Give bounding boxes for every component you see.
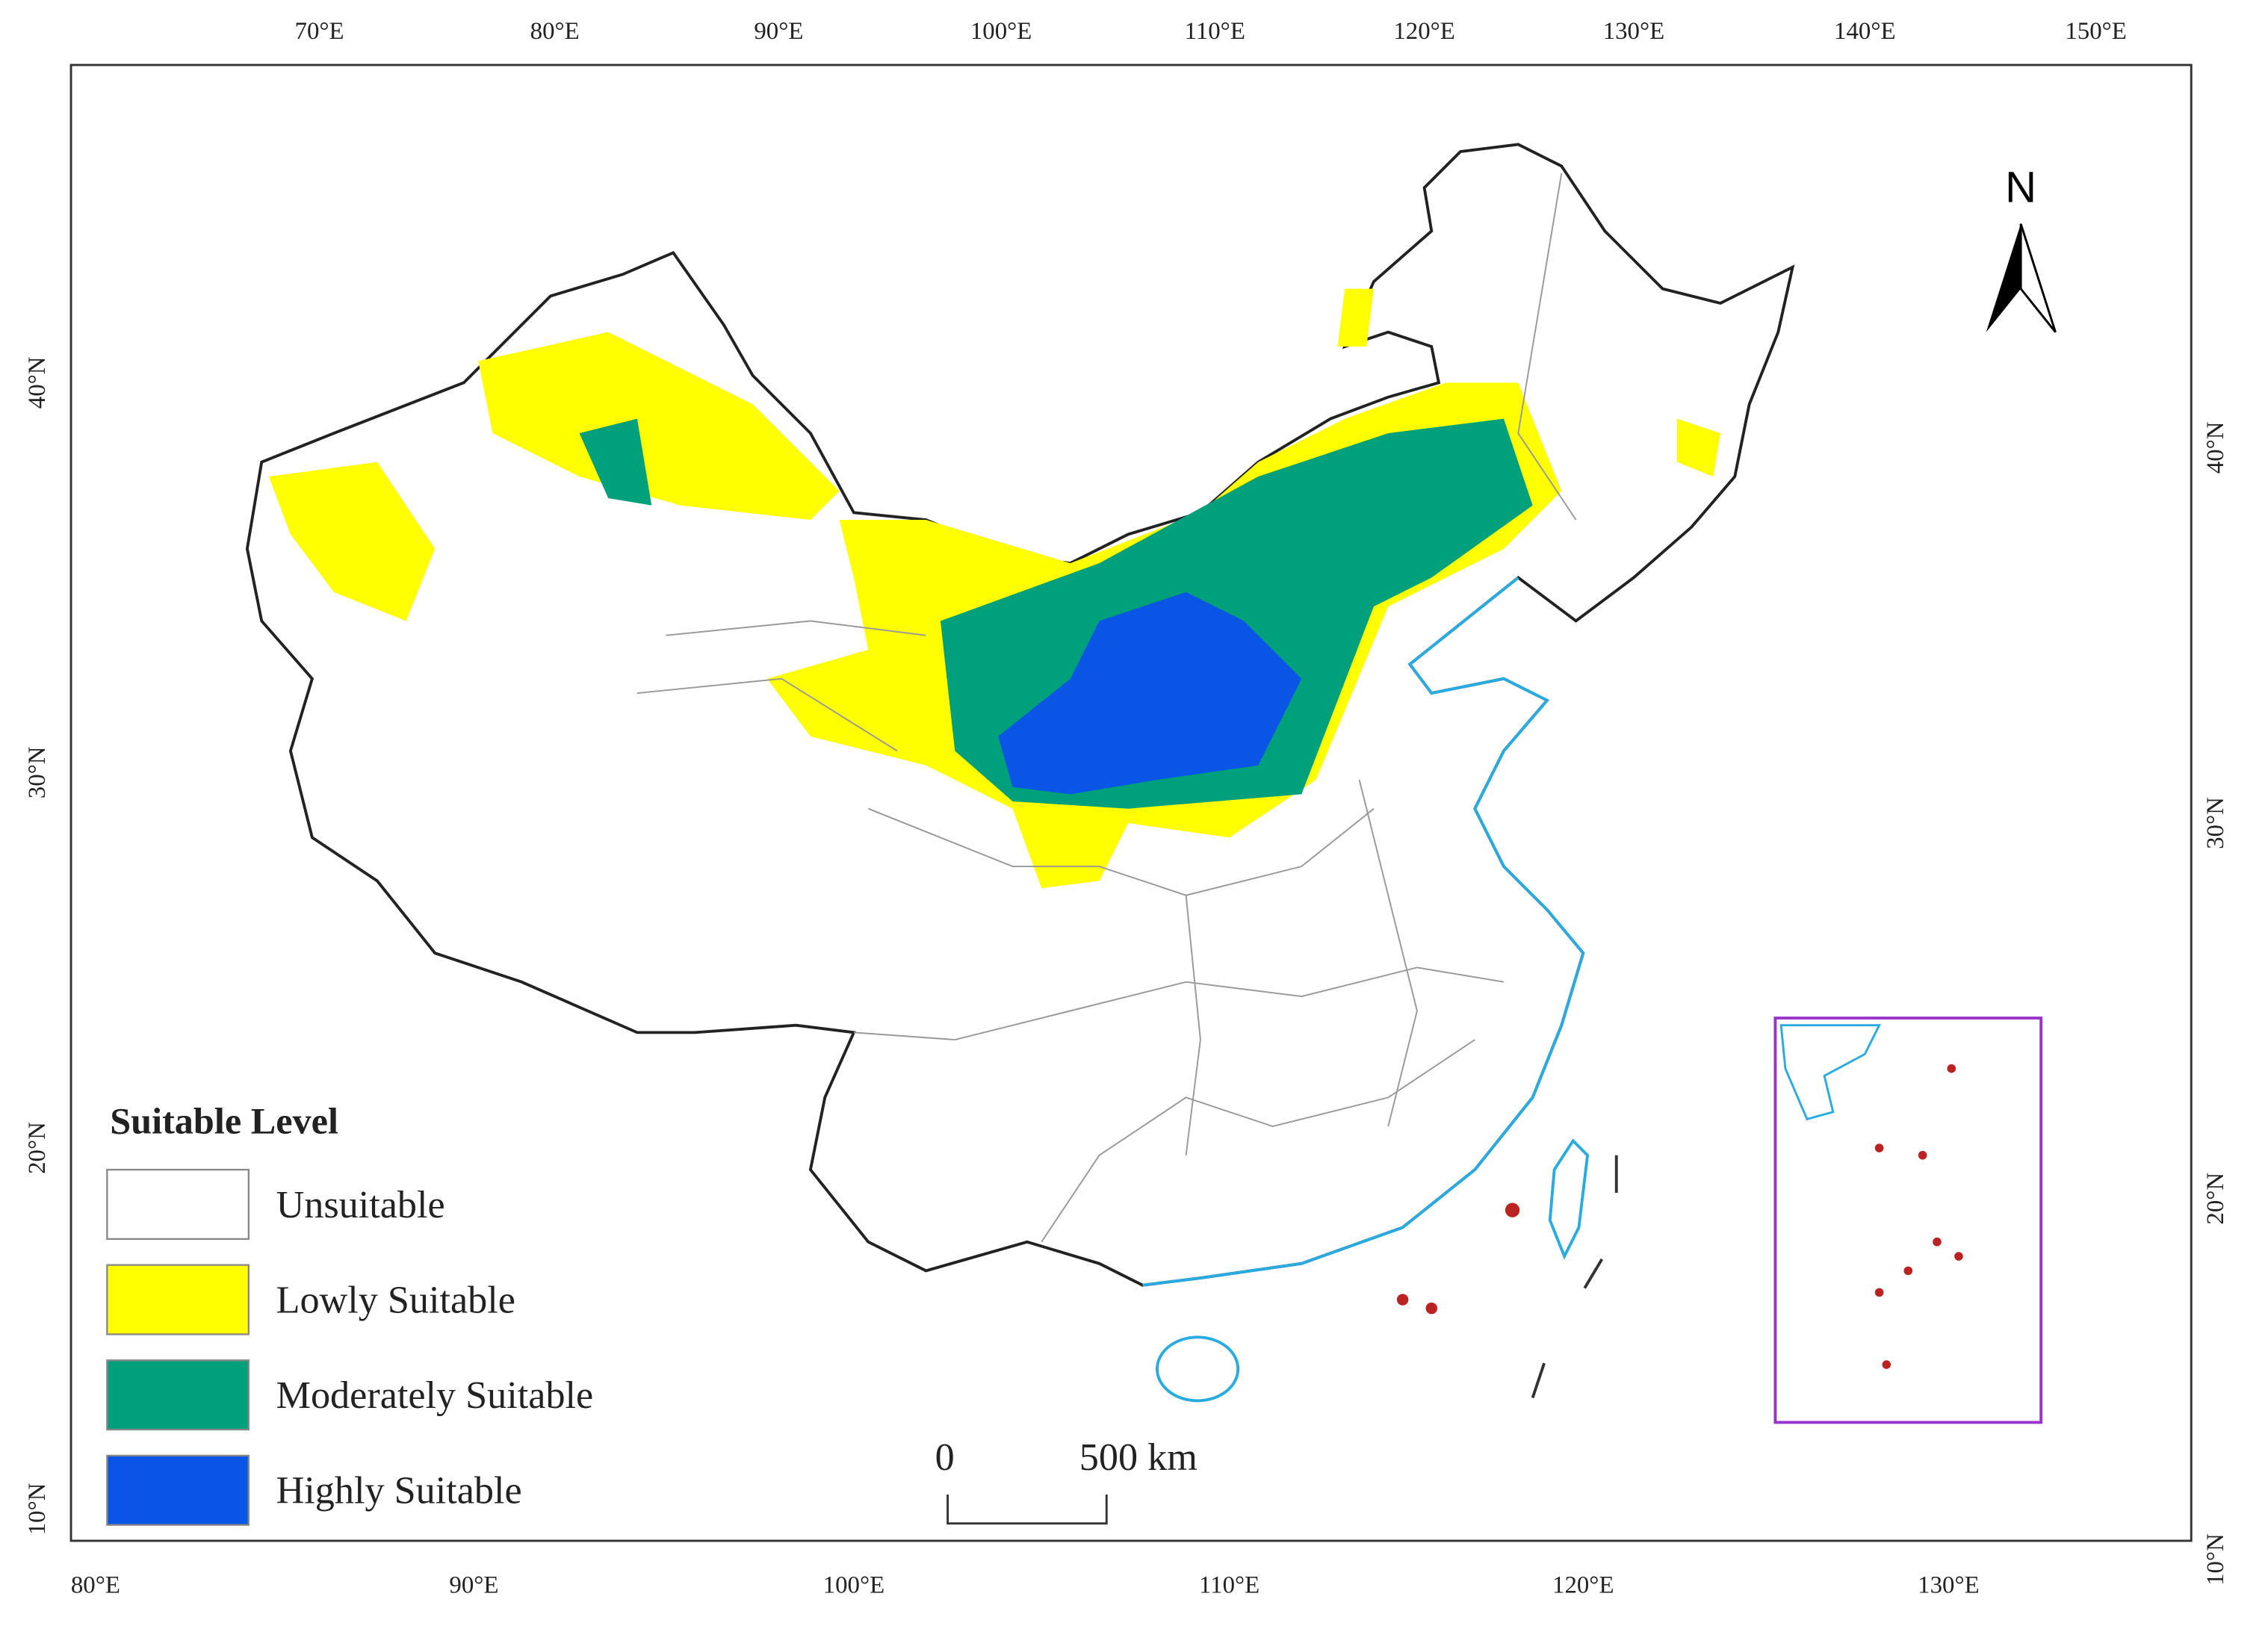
land-layer [245,143,1795,1287]
suitability-zone [1337,288,1374,347]
bottom-tick-label: 130°E [1918,1572,1980,1599]
legend-swatch [106,1168,250,1241]
graticule-labels: 70°E 80°E 90°E 100°E 110°E 120°E 130°E 140°E 150… [24,18,2229,1598]
island [1903,1266,1913,1276]
north-arrow-left [1986,223,2021,332]
island [1425,1302,1438,1315]
province-boundary [853,966,1505,1041]
top-tick-label: 150°E [2065,18,2127,45]
top-tick-label: 100°E [970,18,1032,45]
hainan-island [1156,1335,1240,1403]
island [1882,1360,1891,1369]
island [1874,1288,1884,1297]
boundary-dash [1583,1258,1604,1289]
top-tick-label: 70°E [295,18,344,45]
top-tick-label: 140°E [1834,18,1896,45]
coastline [1142,576,1585,1287]
suitability-zone [478,332,840,521]
left-tick-label: 30°N [24,746,51,798]
scale-line [946,1495,1108,1525]
map-frame [69,63,2193,1542]
south-china-sea-inset [1773,1017,2043,1424]
legend: Unsuitable Lowly Suitable Moderately Suita… [106,1168,594,1526]
province-boundary [666,620,926,636]
top-tick-label: 130°E [1603,18,1665,45]
island [1874,1144,1884,1152]
right-tick-label: 40°N [2202,421,2229,474]
inset-frame [1773,1017,2043,1424]
legend-label: Highly Suitable [276,1469,522,1512]
top-tick-label: 90°E [754,18,803,45]
island [1918,1150,1927,1160]
island [1947,1064,1956,1073]
legend-swatch [106,1359,250,1431]
suitability-zone [268,462,436,621]
island [1933,1237,1942,1247]
island [1396,1294,1409,1306]
left-tick-label: 40°N [24,356,51,409]
legend-label: Moderately Suitable [276,1374,594,1417]
boundary-dash [1531,1362,1546,1399]
province-boundary [1358,779,1418,1127]
right-tick-label: 30°N [2202,797,2229,849]
top-tick-label: 80°E [530,18,580,45]
province-boundary [1517,173,1577,521]
inset-coast [1779,1024,1881,1121]
suitability-zone [1676,418,1720,477]
province-boundary [867,807,1375,896]
bottom-tick-label: 110°E [1199,1572,1260,1599]
top-tick-label: 110°E [1185,18,1245,45]
scale-end: 500 km [1079,1436,1197,1479]
right-tick-label: 10°N [2202,1533,2229,1586]
island [1954,1252,1963,1261]
legend-title: Suitable Level [110,1100,338,1142]
scale-start: 0 [935,1436,955,1479]
suitability-zone [579,418,652,506]
island [1505,1203,1520,1217]
legend-swatch [106,1264,250,1335]
left-tick-label: 10°N [24,1483,51,1536]
bottom-tick-label: 80°E [71,1572,120,1599]
suitability-zone [998,592,1302,795]
north-label: N [2005,164,2036,212]
bottom-tick-label: 120°E [1552,1572,1614,1599]
islands [1396,1203,1520,1315]
province-boundary [1185,895,1201,1155]
top-tick-label: 120°E [1393,18,1455,45]
legend-label: Unsuitable [276,1183,445,1226]
legend-swatch [106,1454,250,1526]
north-arrow-right [2019,223,2057,333]
right-tick-label: 20°N [2202,1173,2229,1225]
legend-label: Lowly Suitable [276,1278,515,1321]
left-tick-label: 20°N [24,1122,51,1174]
bottom-tick-label: 100°E [823,1572,885,1599]
dashed-boundary [1531,1155,1618,1399]
inset-islands [1874,1064,1963,1369]
scale-bar: 0 500 km [935,1436,1197,1525]
province-boundary [1041,1039,1475,1243]
bottom-tick-label: 90°E [449,1572,498,1599]
taiwan-island [1548,1138,1590,1260]
north-arrow: N [1986,164,2057,333]
province-boundary [636,677,898,752]
